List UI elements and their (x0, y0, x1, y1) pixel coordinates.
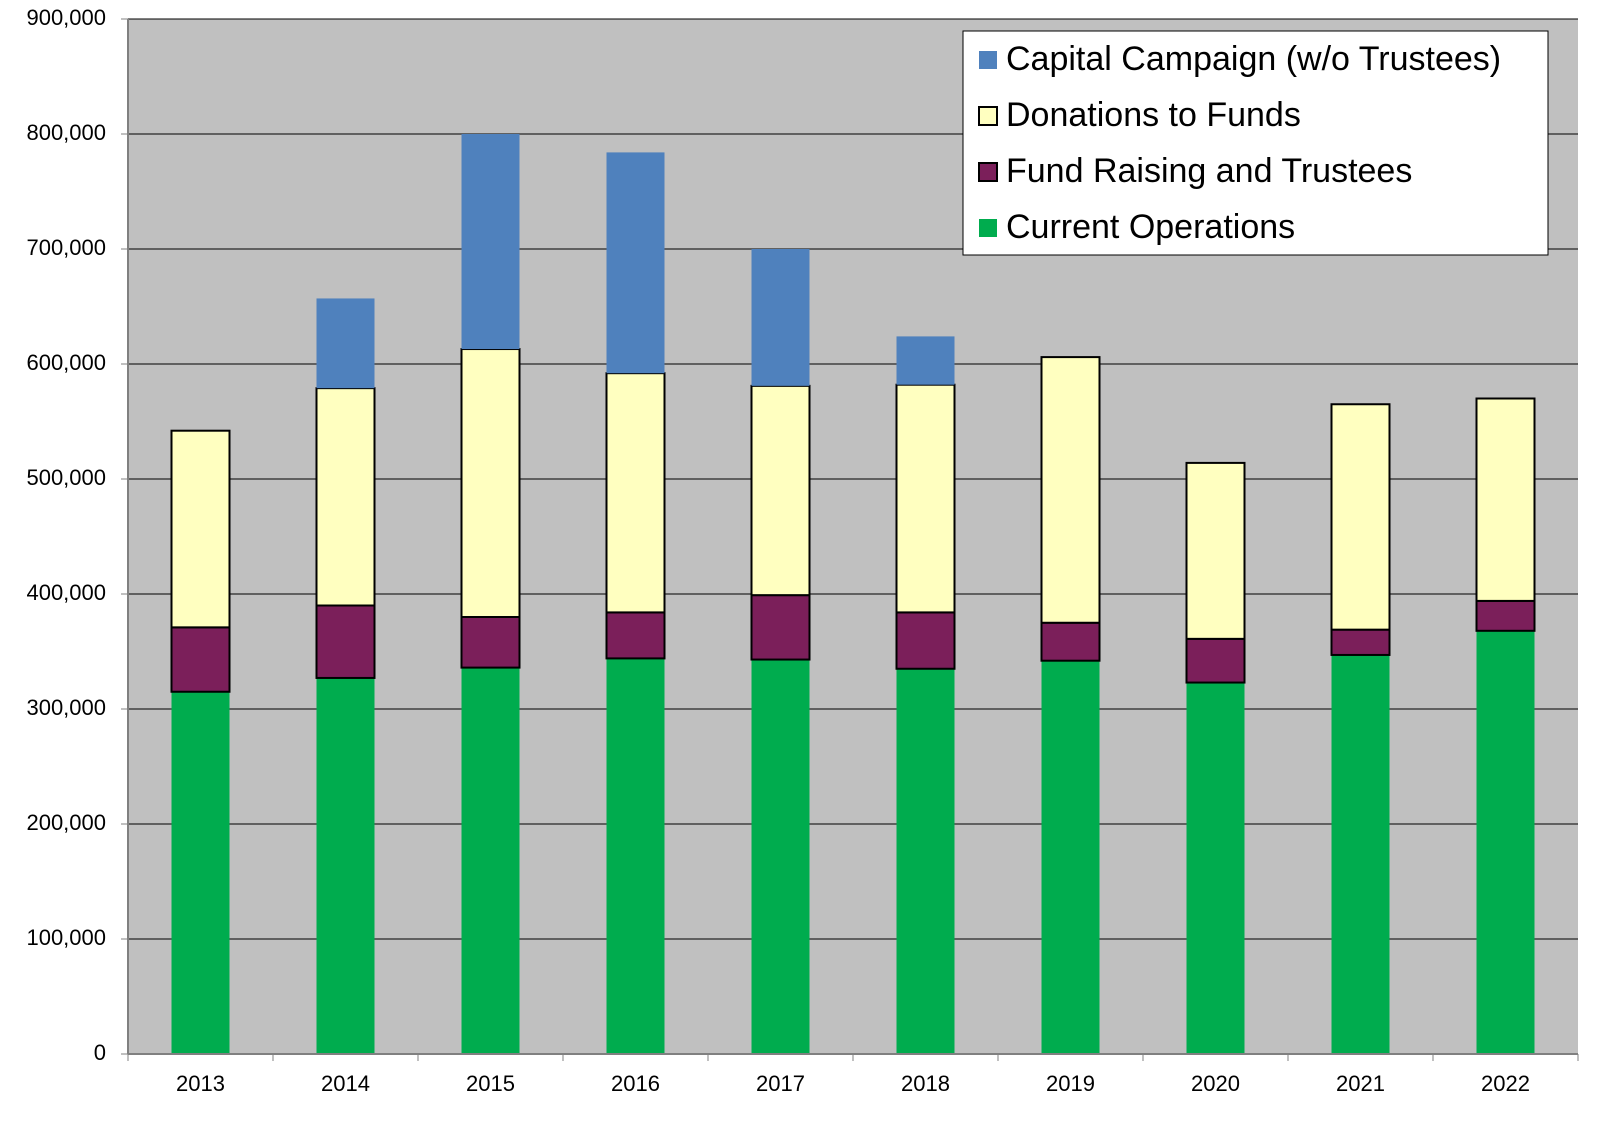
legend-swatch (979, 51, 997, 69)
bar-segment (895, 611, 956, 670)
y-tick-label: 500,000 (26, 465, 106, 490)
bar-segment (1331, 654, 1390, 1054)
bar-segment (460, 616, 521, 669)
bar-segment (170, 626, 231, 693)
y-tick-label: 400,000 (26, 580, 106, 605)
bar-segment (315, 387, 376, 607)
x-tick-label: 2013 (176, 1071, 225, 1096)
bar-segment (1185, 637, 1246, 684)
x-tick-label: 2019 (1046, 1071, 1095, 1096)
legend-label: Fund Raising and Trustees (1006, 152, 1412, 190)
legend-swatch (979, 219, 997, 237)
y-tick-label: 600,000 (26, 350, 106, 375)
bar-segment (750, 594, 811, 661)
bar-segment (1330, 628, 1391, 656)
bar-segment (605, 372, 666, 614)
bar-segment (1476, 630, 1535, 1054)
bar-segment (171, 691, 230, 1054)
bar-segment (1330, 403, 1391, 631)
legend-label: Current Operations (1006, 208, 1295, 246)
y-tick-label: 100,000 (26, 925, 106, 950)
x-tick-label: 2018 (901, 1071, 950, 1096)
legend-label: Capital Campaign (w/o Trustees) (1006, 40, 1501, 78)
bar-segment (1040, 356, 1101, 624)
bar-segment (170, 429, 231, 629)
bar-segment (315, 604, 376, 679)
y-tick-label: 700,000 (26, 235, 106, 260)
bar-segment (1186, 682, 1245, 1054)
y-tick-label: 0 (94, 1040, 106, 1065)
legend-swatch (978, 162, 998, 182)
bar-segment (605, 611, 666, 660)
bar-segment (461, 134, 520, 350)
bar-segment (895, 383, 956, 614)
bar-segment (316, 298, 375, 389)
bar-segment (896, 336, 955, 385)
y-tick-label: 300,000 (26, 695, 106, 720)
bar-segment (751, 659, 810, 1054)
bar-segment (316, 677, 375, 1054)
legend-box (962, 30, 1549, 256)
bar-segment (1475, 599, 1536, 632)
x-tick-label: 2014 (321, 1071, 370, 1096)
bar-segment (896, 668, 955, 1054)
bar-segment (606, 152, 665, 374)
bar-segment (1185, 461, 1246, 640)
x-tick-label: 2021 (1336, 1071, 1385, 1096)
x-tick-label: 2017 (756, 1071, 805, 1096)
bar-segment (1475, 397, 1536, 602)
y-tick-label: 900,000 (26, 5, 106, 30)
bar-segment (750, 384, 811, 597)
bar-segment (1041, 660, 1100, 1054)
bar-segment (1040, 621, 1101, 662)
legend-label: Donations to Funds (1006, 96, 1301, 134)
bar-segment (461, 667, 520, 1054)
x-tick-label: 2015 (466, 1071, 515, 1096)
bar-segment (751, 249, 810, 386)
x-tick-label: 2020 (1191, 1071, 1240, 1096)
bar-segment (606, 658, 665, 1054)
legend-swatch (978, 106, 998, 126)
y-tick-label: 200,000 (26, 810, 106, 835)
x-tick-label: 2022 (1481, 1071, 1530, 1096)
y-tick-label: 800,000 (26, 120, 106, 145)
bar-segment (460, 348, 521, 618)
x-tick-label: 2016 (611, 1071, 660, 1096)
